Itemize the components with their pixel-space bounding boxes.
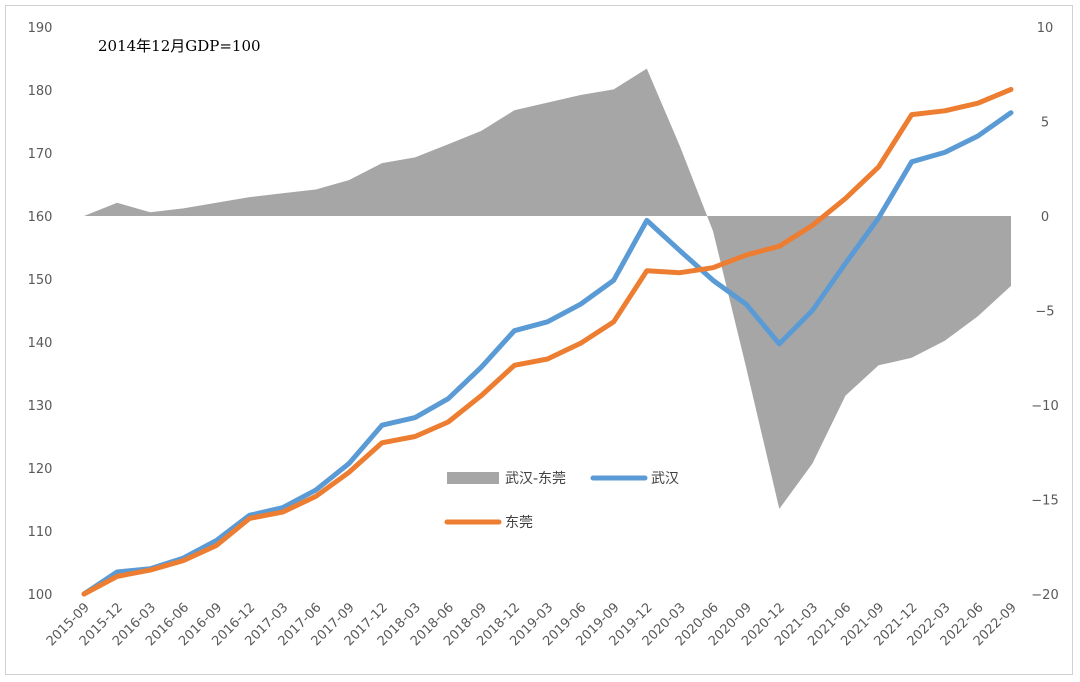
right-tick-label: 0 bbox=[1041, 210, 1049, 225]
right-tick-label: −10 bbox=[1031, 399, 1058, 414]
legend-label: 东莞 bbox=[505, 515, 533, 531]
left-tick-label: 110 bbox=[28, 525, 53, 540]
right-tick-label: −20 bbox=[1031, 588, 1058, 603]
legend-swatch-area bbox=[447, 472, 499, 484]
series-area-diff bbox=[84, 68, 1011, 509]
left-tick-label: 150 bbox=[28, 273, 53, 288]
left-tick-label: 170 bbox=[28, 147, 53, 162]
left-axis-ticks: 100 110 120 130 140 150 160 170 180 190 bbox=[28, 21, 53, 603]
left-tick-label: 160 bbox=[28, 210, 53, 225]
left-tick-label: 140 bbox=[28, 336, 53, 351]
left-tick-label: 180 bbox=[28, 84, 53, 99]
right-tick-label: 5 bbox=[1041, 116, 1049, 131]
legend-label: 武汉-东莞 bbox=[505, 471, 566, 487]
x-axis-ticks: 2015-092015-122016-032016-062016-092016-… bbox=[44, 600, 1020, 649]
left-tick-label: 120 bbox=[28, 462, 53, 477]
left-tick-label: 190 bbox=[28, 21, 53, 36]
left-tick-label: 100 bbox=[28, 588, 53, 603]
left-tick-label: 130 bbox=[28, 399, 53, 414]
right-axis-ticks: −20 −15 −10 −5 0 5 10 bbox=[1031, 21, 1058, 603]
series-line-1 bbox=[81, 110, 1014, 597]
area-layer bbox=[84, 68, 1011, 509]
right-tick-label: −15 bbox=[1031, 494, 1058, 509]
right-tick-label: −5 bbox=[1035, 305, 1054, 320]
legend-label: 武汉 bbox=[651, 471, 679, 487]
right-tick-label: 10 bbox=[1037, 21, 1054, 36]
series-line-2 bbox=[81, 86, 1014, 597]
line-layer bbox=[81, 86, 1014, 597]
chart-frame bbox=[5, 5, 1073, 675]
base-annotation: 2014年12月GDP=100 bbox=[98, 37, 261, 55]
